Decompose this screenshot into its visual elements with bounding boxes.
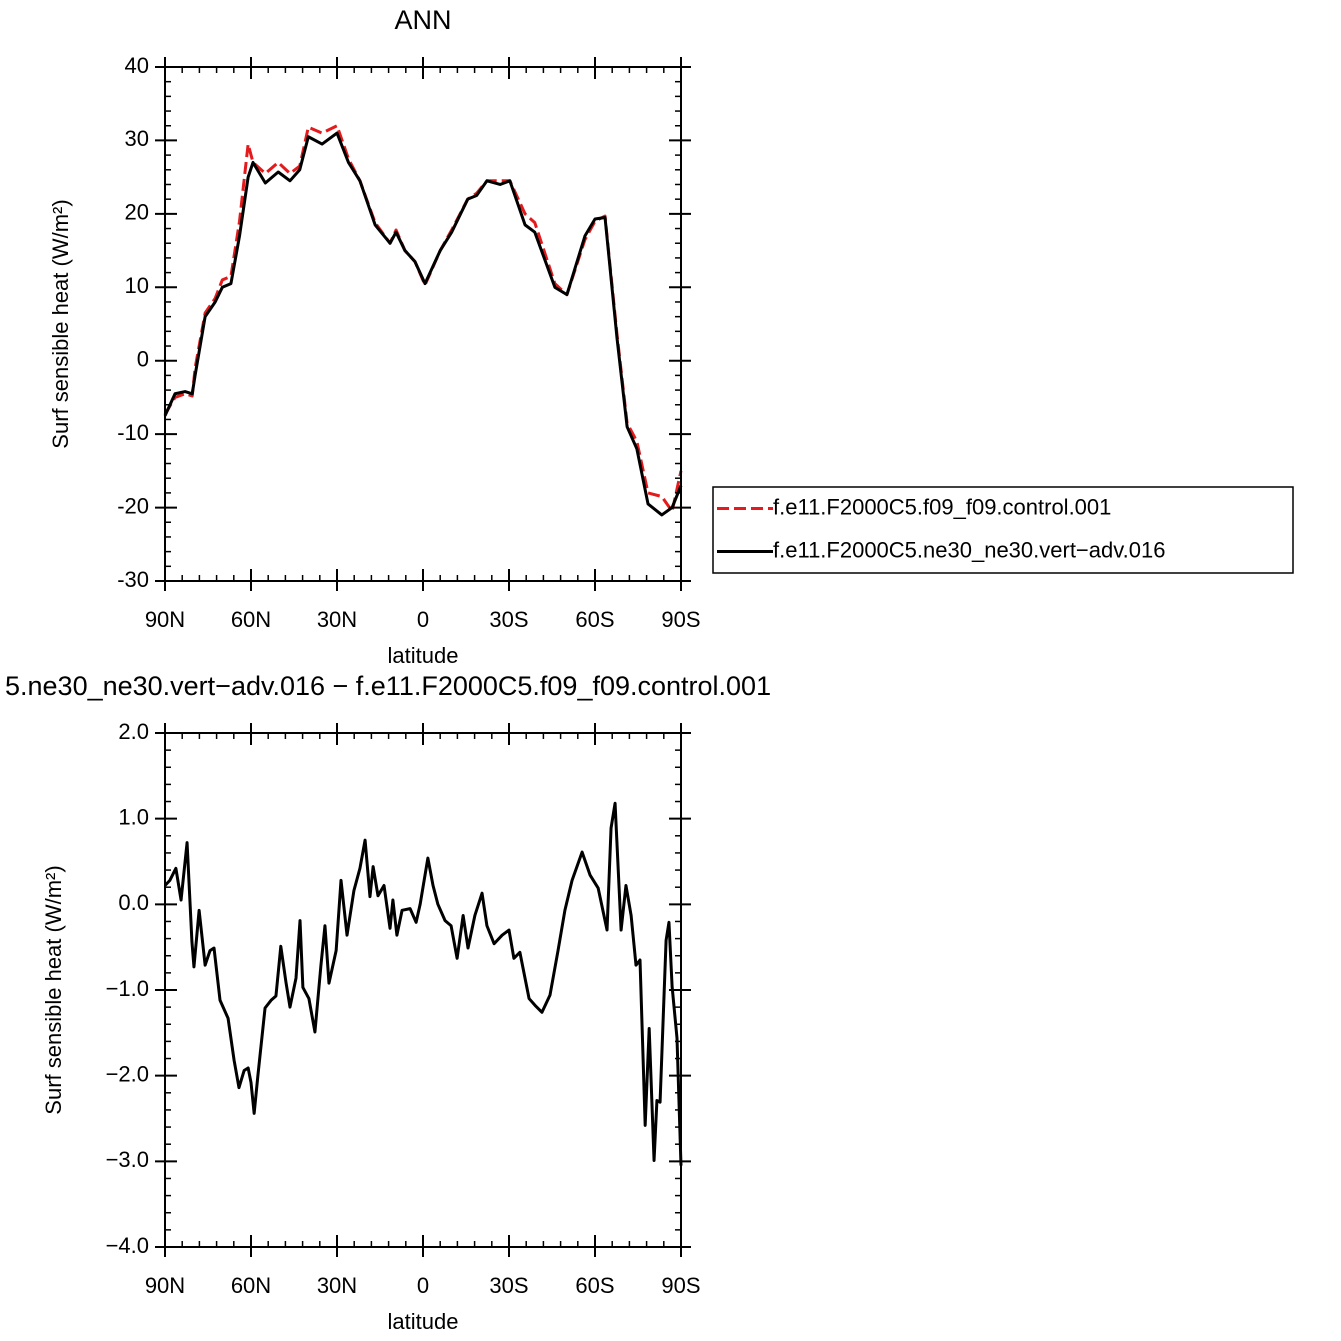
y-tick-label: 1.0 (118, 804, 149, 829)
x-axis-label: latitude (388, 1309, 459, 1334)
data-line (163, 801, 683, 1166)
plot-frame (164, 66, 682, 582)
x-tick-label: 60N (231, 607, 271, 632)
x-tick-label: 90S (661, 607, 700, 632)
y-tick-label: -20 (117, 493, 149, 518)
x-tick-label: 60S (575, 607, 614, 632)
y-tick-label: −2.0 (106, 1061, 149, 1086)
legend-label: f.e11.F2000C5.f09_f09.control.001 (773, 494, 1111, 519)
x-tick-label: 30S (489, 1273, 528, 1298)
y-tick-label: -10 (117, 420, 149, 445)
x-tick-label: 30S (489, 607, 528, 632)
y-tick-label: -30 (117, 567, 149, 592)
legend-label: f.e11.F2000C5.ne30_ne30.vert−adv.016 (773, 537, 1165, 562)
x-tick-label: 90N (145, 1273, 185, 1298)
y-tick-label: 0 (137, 347, 149, 372)
chart-title: ANN (394, 5, 451, 35)
x-tick-label: 30N (317, 1273, 357, 1298)
y-tick-label: −3.0 (106, 1147, 149, 1172)
y-tick-label: 0.0 (118, 890, 149, 915)
y-tick-label: 30 (125, 126, 149, 151)
x-tick-label: 0 (417, 1273, 429, 1298)
data-line (163, 124, 683, 513)
x-tick-label: 0 (417, 607, 429, 632)
x-axis-label: latitude (388, 643, 459, 668)
legend-box (712, 486, 1294, 574)
data-line (163, 131, 683, 517)
plot-area (163, 801, 683, 1166)
y-tick-label: 40 (125, 53, 149, 78)
x-tick-label: 60N (231, 1273, 271, 1298)
y-tick-label: −1.0 (106, 976, 149, 1001)
plot-area (163, 124, 683, 517)
y-tick-label: 2.0 (118, 719, 149, 744)
x-tick-label: 60S (575, 1273, 614, 1298)
plot-frame (164, 732, 682, 1248)
x-tick-label: 90N (145, 607, 185, 632)
chart-title: 5.ne30_ne30.vert−adv.016 − f.e11.F2000C5… (5, 671, 771, 701)
y-tick-label: 20 (125, 200, 149, 225)
x-tick-label: 30N (317, 607, 357, 632)
y-tick-label: −4.0 (106, 1233, 149, 1258)
y-axis-label: Surf sensible heat (W/m²) (41, 865, 66, 1114)
y-tick-label: 10 (125, 273, 149, 298)
x-tick-label: 90S (661, 1273, 700, 1298)
y-axis-label: Surf sensible heat (W/m²) (48, 199, 73, 448)
